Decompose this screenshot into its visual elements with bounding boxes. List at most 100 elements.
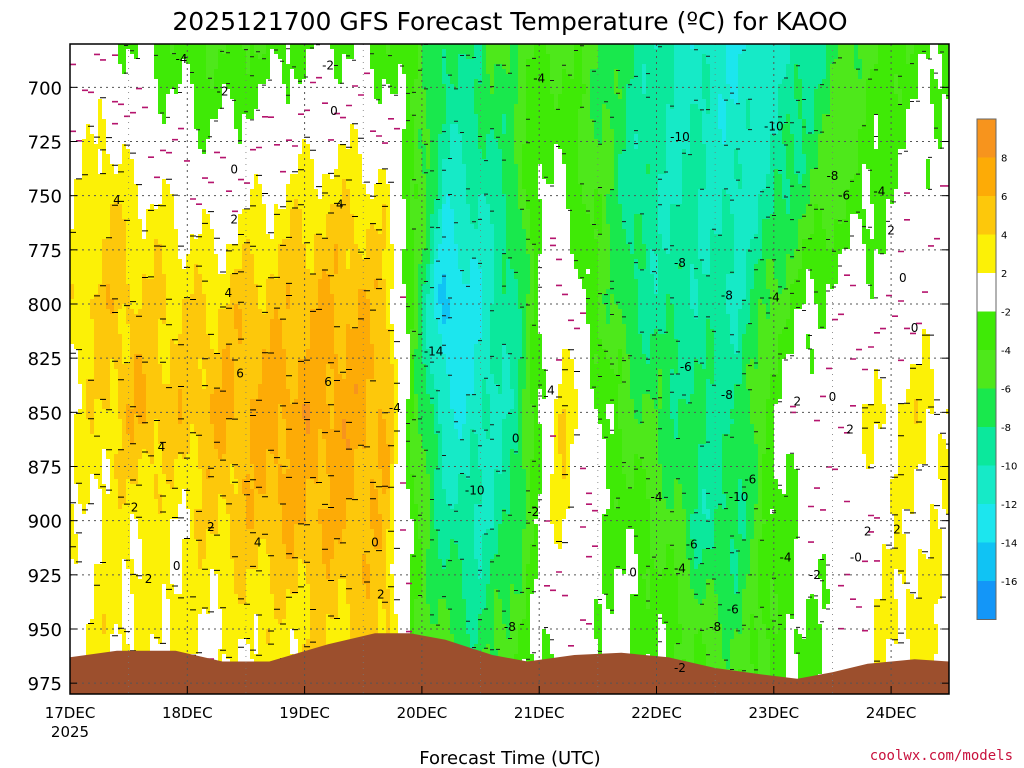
field-cell	[502, 344, 507, 420]
field-cell	[906, 509, 911, 590]
field-cell	[878, 254, 883, 380]
field-cell	[730, 574, 735, 640]
field-cell	[558, 94, 563, 150]
field-cell	[102, 449, 107, 485]
field-cell	[350, 499, 355, 655]
field-cell	[714, 594, 719, 694]
field-cell	[786, 64, 791, 115]
contour-label: -10	[465, 483, 485, 497]
field-cell	[522, 229, 527, 390]
field-cell	[918, 54, 923, 365]
field-cell	[786, 319, 791, 355]
field-cell	[210, 394, 215, 425]
field-cell	[442, 124, 447, 160]
field-cell	[262, 44, 267, 55]
colorbar-band	[977, 273, 996, 312]
field-cell	[794, 99, 799, 175]
field-cell	[634, 214, 639, 260]
field-cell	[866, 79, 871, 170]
field-cell	[338, 204, 343, 375]
field-cell	[158, 319, 163, 365]
field-cell	[534, 579, 539, 670]
contour-label: -2	[809, 568, 821, 582]
field-cell	[458, 54, 463, 135]
field-cell	[178, 424, 183, 455]
contour-label: -10	[764, 119, 784, 133]
field-cell	[346, 44, 351, 60]
field-cell	[786, 114, 791, 180]
field-cell	[794, 539, 799, 630]
field-cell	[142, 374, 147, 425]
field-cell	[518, 594, 523, 625]
field-cell	[194, 434, 199, 510]
field-cell	[90, 379, 95, 435]
field-cell	[846, 249, 851, 694]
field-cell	[678, 264, 683, 270]
field-cell	[810, 134, 815, 170]
field-cell	[770, 619, 775, 694]
field-cell	[86, 44, 91, 125]
field-cell	[238, 44, 243, 145]
field-cell	[362, 184, 367, 260]
field-cell	[210, 534, 215, 570]
field-cell	[530, 459, 535, 510]
field-cell	[690, 104, 695, 265]
field-cell	[754, 444, 759, 505]
field-cell	[98, 284, 103, 400]
field-cell	[226, 419, 231, 515]
field-cell	[662, 334, 667, 500]
field-cell	[82, 139, 87, 515]
field-cell	[590, 119, 595, 225]
field-cell	[214, 254, 219, 355]
field-cell	[642, 244, 647, 270]
field-cell	[462, 284, 467, 425]
field-cell	[858, 129, 863, 220]
field-cell	[794, 469, 799, 540]
field-cell	[270, 44, 275, 50]
field-cell	[110, 204, 115, 300]
field-cell	[270, 49, 275, 240]
field-cell	[162, 324, 167, 385]
field-cell	[218, 494, 223, 610]
field-cell	[198, 469, 203, 510]
field-cell	[118, 309, 123, 335]
contour-label: 0	[911, 321, 919, 335]
field-cell	[770, 134, 775, 215]
field-cell	[574, 269, 579, 390]
field-cell	[934, 509, 939, 605]
field-cell	[382, 419, 387, 495]
field-cell	[402, 284, 407, 694]
field-cell	[306, 349, 311, 405]
field-cell	[662, 499, 667, 570]
field-cell	[778, 489, 783, 680]
field-cell	[846, 189, 851, 250]
field-cell	[342, 179, 347, 380]
field-cell	[594, 189, 599, 230]
field-cell	[506, 44, 511, 75]
field-cell	[874, 599, 879, 680]
field-cell	[818, 209, 823, 330]
field-cell	[262, 54, 267, 85]
contour-label: -4	[533, 72, 545, 86]
field-cell	[522, 619, 527, 660]
field-cell	[194, 509, 199, 540]
contour-label: 4	[158, 440, 166, 454]
x-tick-year-label: 2025	[51, 723, 89, 741]
field-cell	[482, 44, 487, 160]
field-cell	[154, 499, 159, 640]
field-cell	[742, 334, 747, 495]
credit-link[interactable]: coolwx.com/models	[870, 748, 1013, 764]
field-cell	[214, 574, 219, 694]
contour-label: 2	[893, 522, 901, 536]
field-cell	[862, 454, 867, 694]
field-cell	[634, 594, 639, 694]
field-cell	[814, 89, 819, 170]
field-cell	[466, 204, 471, 285]
field-cell	[622, 574, 627, 670]
field-cell	[762, 44, 767, 190]
field-cell	[790, 619, 795, 690]
contour-label: -4	[674, 561, 686, 575]
field-cell	[130, 54, 135, 160]
field-cell	[874, 369, 879, 425]
field-cell	[298, 524, 303, 560]
